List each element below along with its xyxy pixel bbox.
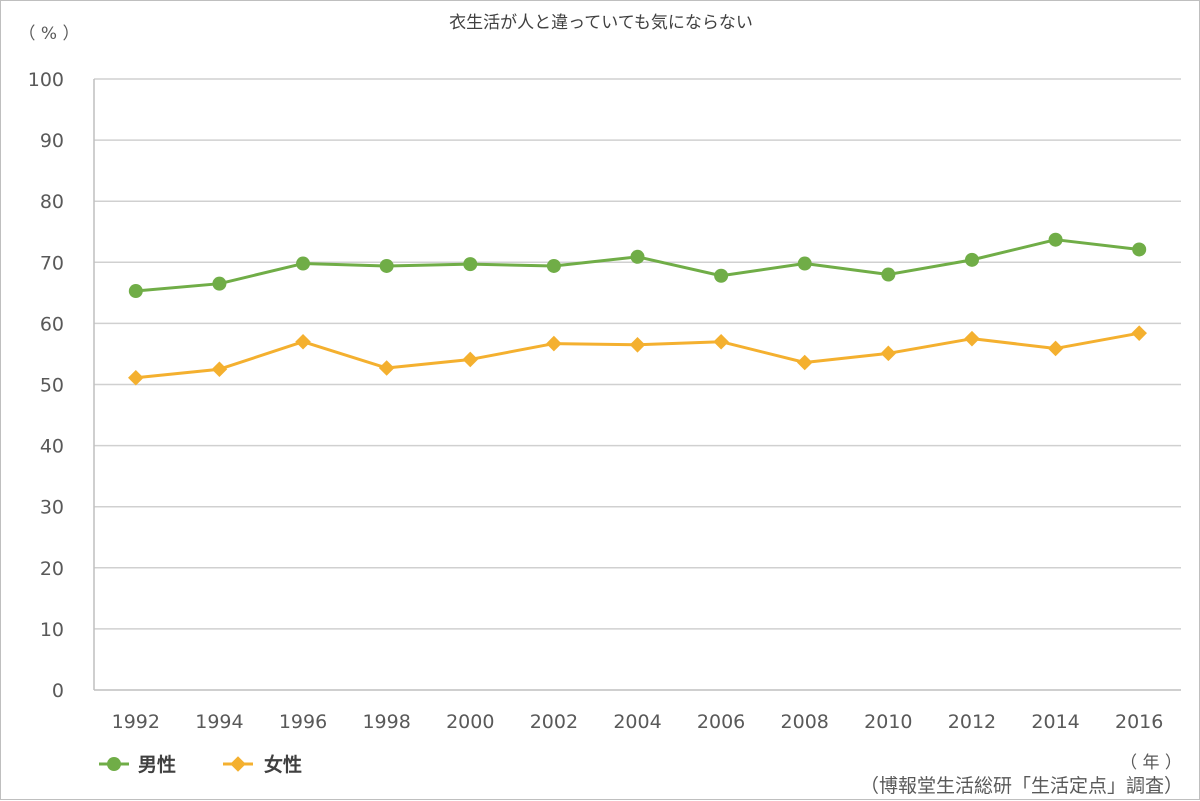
legend-swatch-female-marker	[230, 756, 246, 772]
series-female	[128, 325, 1147, 386]
data-point	[212, 276, 227, 291]
y-tick-label: 90	[40, 130, 64, 152]
data-point	[462, 351, 479, 368]
legend: 男性 女性	[99, 753, 302, 776]
x-tick-label: 1992	[112, 711, 160, 733]
data-point	[463, 257, 478, 272]
series-line	[135, 238, 1140, 293]
y-tick-label: 0	[52, 680, 64, 702]
x-axis-unit-label: （ 年 ）	[1120, 753, 1182, 773]
legend-swatch-male-marker	[107, 757, 121, 771]
y-tick-label: 50	[40, 375, 64, 397]
x-tick-label: 2010	[864, 711, 912, 733]
x-tick-label: 1996	[279, 711, 327, 733]
data-point	[379, 258, 394, 273]
data-point	[546, 335, 562, 352]
data-point	[1047, 340, 1064, 357]
data-point	[128, 284, 143, 299]
x-tick-label: 1998	[362, 711, 410, 733]
y-tick-label: 60	[40, 313, 64, 335]
x-axis-ticks: 1992 1994 1996 1998 2000 2002 2004 2006 2008 2010…	[112, 711, 1164, 733]
x-tick-label: 2012	[948, 711, 996, 733]
data-point	[796, 354, 813, 371]
data-point	[1131, 325, 1147, 341]
y-tick-label: 40	[40, 436, 64, 458]
y-tick-label: 30	[40, 497, 64, 519]
data-point	[880, 345, 897, 362]
x-tick-label: 2000	[446, 711, 494, 733]
series-male	[128, 232, 1147, 299]
chart-title: 衣生活が人と違っていても気にならない	[449, 13, 753, 33]
data-point	[629, 337, 646, 353]
y-tick-label: 100	[28, 69, 64, 91]
series-lines	[128, 232, 1147, 386]
data-point	[713, 333, 729, 350]
data-point	[378, 360, 395, 376]
y-tick-label: 80	[40, 191, 64, 213]
data-point	[1132, 242, 1147, 257]
data-point	[295, 333, 311, 350]
data-point	[630, 249, 645, 264]
y-tick-label: 20	[40, 558, 64, 580]
x-tick-label: 2002	[530, 711, 578, 733]
x-tick-label: 2014	[1031, 711, 1079, 733]
x-tick-label: 1994	[195, 711, 243, 733]
x-tick-label: 2008	[781, 711, 829, 733]
data-point	[128, 370, 144, 386]
data-point	[797, 256, 812, 271]
y-tick-label: 70	[40, 252, 64, 274]
x-tick-label: 2016	[1115, 711, 1163, 733]
legend-item-male: 男性	[99, 753, 176, 776]
data-point	[1048, 232, 1063, 247]
gridlines	[94, 78, 1181, 630]
x-tick-label: 2004	[613, 711, 661, 733]
legend-label-female: 女性	[264, 753, 302, 776]
legend-item-female: 女性	[223, 753, 302, 776]
data-point	[881, 267, 896, 282]
source-note: （博報堂生活総研「生活定点」調査）	[860, 775, 1183, 797]
data-point	[211, 361, 228, 378]
legend-label-male: 男性	[138, 753, 176, 776]
x-tick-label: 2006	[697, 711, 745, 733]
data-point	[964, 330, 980, 347]
data-point	[964, 252, 979, 267]
y-axis-unit-label: （ % ）	[19, 24, 80, 44]
y-tick-label: 10	[40, 619, 64, 641]
data-point	[546, 258, 561, 273]
y-axis-ticks: 0 10 20 30 40 50 60 70 80 90 100	[28, 69, 64, 702]
data-point	[296, 256, 311, 271]
data-point	[714, 268, 729, 283]
